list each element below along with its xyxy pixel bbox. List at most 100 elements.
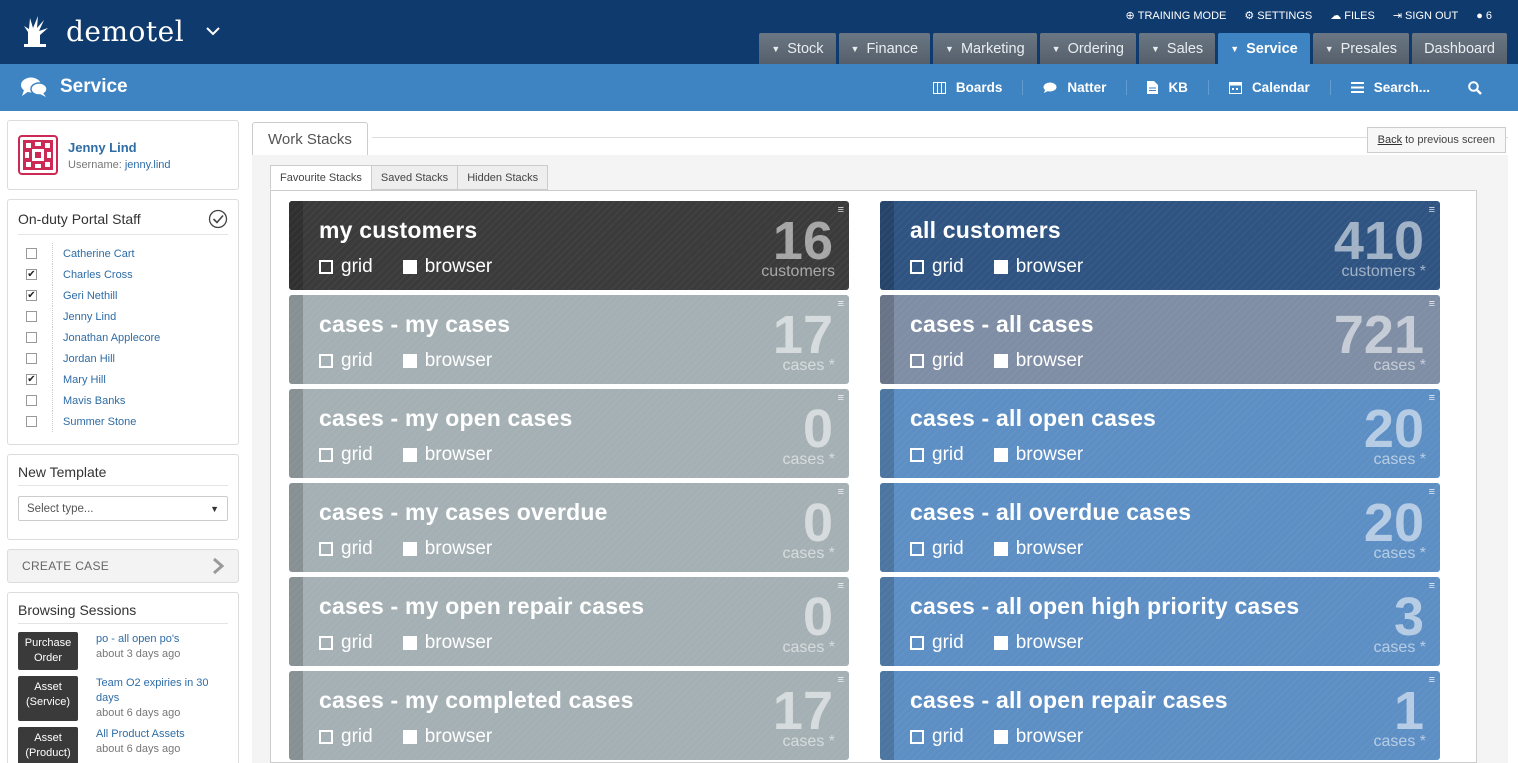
search-link[interactable]: Search... [1329, 80, 1502, 95]
grid-option[interactable]: grid [910, 632, 964, 654]
session-item[interactable]: Asset (Product) All Product Assets about … [18, 727, 228, 763]
search-icon[interactable] [1468, 80, 1482, 95]
stack-title[interactable]: all customers [910, 217, 1061, 243]
browser-option[interactable]: browser [993, 256, 1083, 278]
card-menu-icon[interactable]: ≡ [1428, 204, 1435, 216]
browser-option[interactable]: browser [993, 538, 1083, 560]
stack-title[interactable]: cases - all open high priority cases [910, 593, 1300, 619]
stack-title[interactable]: cases - all open repair cases [910, 687, 1228, 713]
card-menu-icon[interactable]: ≡ [1428, 392, 1435, 404]
app-logo[interactable]: demotel [20, 14, 220, 48]
stack-card[interactable]: cases - my open repair cases grid browser 0… [289, 577, 849, 666]
card-menu-icon[interactable]: ≡ [1428, 580, 1435, 592]
card-menu-icon[interactable]: ≡ [837, 392, 844, 404]
grid-option[interactable]: grid [319, 350, 373, 372]
browser-option[interactable]: browser [993, 444, 1083, 466]
stack-card[interactable]: my customers grid browser 16 customers ≡ [289, 201, 849, 290]
browser-option[interactable]: browser [402, 444, 492, 466]
card-menu-icon[interactable]: ≡ [837, 486, 844, 498]
stack-title[interactable]: my customers [319, 217, 478, 243]
tab-saved-stacks[interactable]: Saved Stacks [370, 165, 459, 190]
card-menu-icon[interactable]: ≡ [837, 580, 844, 592]
browser-option[interactable]: browser [993, 632, 1083, 654]
stack-title[interactable]: cases - all cases [910, 311, 1094, 337]
staff-checkbox[interactable]: ✔ [26, 269, 37, 280]
staff-checkbox[interactable]: ✔ [26, 290, 37, 301]
create-case-button[interactable]: CREATE CASE [7, 549, 239, 583]
training-mode-link[interactable]: ⊕ TRAINING MODE [1125, 9, 1227, 23]
session-link[interactable]: po - all open po's [96, 633, 180, 645]
card-menu-icon[interactable]: ≡ [1428, 298, 1435, 310]
stack-title[interactable]: cases - my cases overdue [319, 499, 608, 525]
browser-option[interactable]: browser [402, 538, 492, 560]
staff-checkbox[interactable] [26, 248, 37, 259]
stack-card[interactable]: cases - all cases grid browser 721 cases * ≡ [880, 295, 1440, 384]
grid-option[interactable]: grid [319, 632, 373, 654]
stack-card[interactable]: cases - my cases overdue grid browser 0 case… [289, 483, 849, 572]
browser-option[interactable]: browser [402, 350, 492, 372]
grid-option[interactable]: grid [910, 444, 964, 466]
stack-title[interactable]: cases - my open cases [319, 405, 573, 431]
grid-option[interactable]: grid [910, 726, 964, 748]
natter-link[interactable]: Natter [1022, 80, 1126, 95]
files-link[interactable]: ☁ FILES [1330, 9, 1375, 23]
sign-out-link[interactable]: ⇥ SIGN OUT [1392, 9, 1459, 23]
stack-title[interactable]: cases - my cases [319, 311, 511, 337]
grid-option[interactable]: grid [319, 726, 373, 748]
staff-checkbox[interactable]: ✔ [26, 374, 37, 385]
back-link[interactable]: Back to previous screen [1366, 127, 1506, 153]
tab-stock[interactable]: ▼ Stock [759, 33, 836, 64]
stack-title[interactable]: cases - all overdue cases [910, 499, 1192, 525]
stack-card[interactable]: cases - my cases grid browser 17 cases * ≡ [289, 295, 849, 384]
tab-service[interactable]: ▼ Service [1218, 33, 1310, 64]
session-link[interactable]: Team O2 expiries in 30 days [96, 677, 209, 704]
check-circle-icon[interactable] [208, 209, 228, 229]
stack-card[interactable]: cases - all open high priority cases grid… [880, 577, 1440, 666]
staff-checkbox[interactable] [26, 332, 37, 343]
tab-finance[interactable]: ▼ Finance [838, 33, 931, 64]
card-menu-icon[interactable]: ≡ [1428, 674, 1435, 686]
tab-marketing[interactable]: ▼ Marketing [933, 33, 1037, 64]
chevron-down-icon[interactable] [206, 23, 220, 39]
stack-card[interactable]: all customers grid browser 410 customers * ≡ [880, 201, 1440, 290]
stack-card[interactable]: cases - all open cases grid browser 20 cases… [880, 389, 1440, 478]
card-menu-icon[interactable]: ≡ [1428, 486, 1435, 498]
avatar[interactable] [18, 135, 58, 175]
staff-checkbox[interactable] [26, 311, 37, 322]
stack-title[interactable]: cases - my completed cases [319, 687, 634, 713]
settings-link[interactable]: ⚙ SETTINGS [1244, 9, 1313, 23]
grid-option[interactable]: grid [319, 256, 373, 278]
grid-option[interactable]: grid [910, 350, 964, 372]
session-link[interactable]: All Product Assets [96, 728, 185, 740]
stack-title[interactable]: cases - my open repair cases [319, 593, 645, 619]
session-item[interactable]: Asset (Service) Team O2 expiries in 30 d… [18, 676, 228, 721]
stack-title[interactable]: cases - all open cases [910, 405, 1157, 431]
tab-sales[interactable]: ▼ Sales [1138, 33, 1216, 64]
card-menu-icon[interactable]: ≡ [837, 204, 844, 216]
browser-option[interactable]: browser [402, 726, 492, 748]
tab-presales[interactable]: ▼ Presales [1312, 33, 1410, 64]
tab-hidden-stacks[interactable]: Hidden Stacks [457, 165, 549, 190]
session-item[interactable]: Purchase Order po - all open po's about 3… [18, 632, 228, 670]
stack-card[interactable]: cases - all overdue cases grid browser 20 ca… [880, 483, 1440, 572]
tab-dashboard[interactable]: Dashboard [1412, 33, 1507, 64]
boards-link[interactable]: Boards [913, 80, 1023, 95]
card-menu-icon[interactable]: ≡ [837, 298, 844, 310]
calendar-link[interactable]: Calendar [1207, 80, 1330, 95]
grid-option[interactable]: grid [910, 256, 964, 278]
messages-link[interactable]: ● 6 [1476, 9, 1492, 22]
browser-option[interactable]: browser [993, 726, 1083, 748]
browser-option[interactable]: browser [402, 632, 492, 654]
staff-checkbox[interactable] [26, 416, 37, 427]
browser-option[interactable]: browser [402, 256, 492, 278]
grid-option[interactable]: grid [910, 538, 964, 560]
staff-checkbox[interactable] [26, 395, 37, 406]
user-name[interactable]: Jenny Lind [68, 139, 137, 155]
stack-card[interactable]: cases - my completed cases grid browser 17 c… [289, 671, 849, 760]
stack-card[interactable]: cases - my open cases grid browser 0 cases *… [289, 389, 849, 478]
card-menu-icon[interactable]: ≡ [837, 674, 844, 686]
grid-option[interactable]: grid [319, 538, 373, 560]
kb-link[interactable]: KB [1126, 80, 1208, 95]
tab-favourite-stacks[interactable]: Favourite Stacks [270, 165, 372, 190]
tab-ordering[interactable]: ▼ Ordering [1039, 33, 1136, 64]
